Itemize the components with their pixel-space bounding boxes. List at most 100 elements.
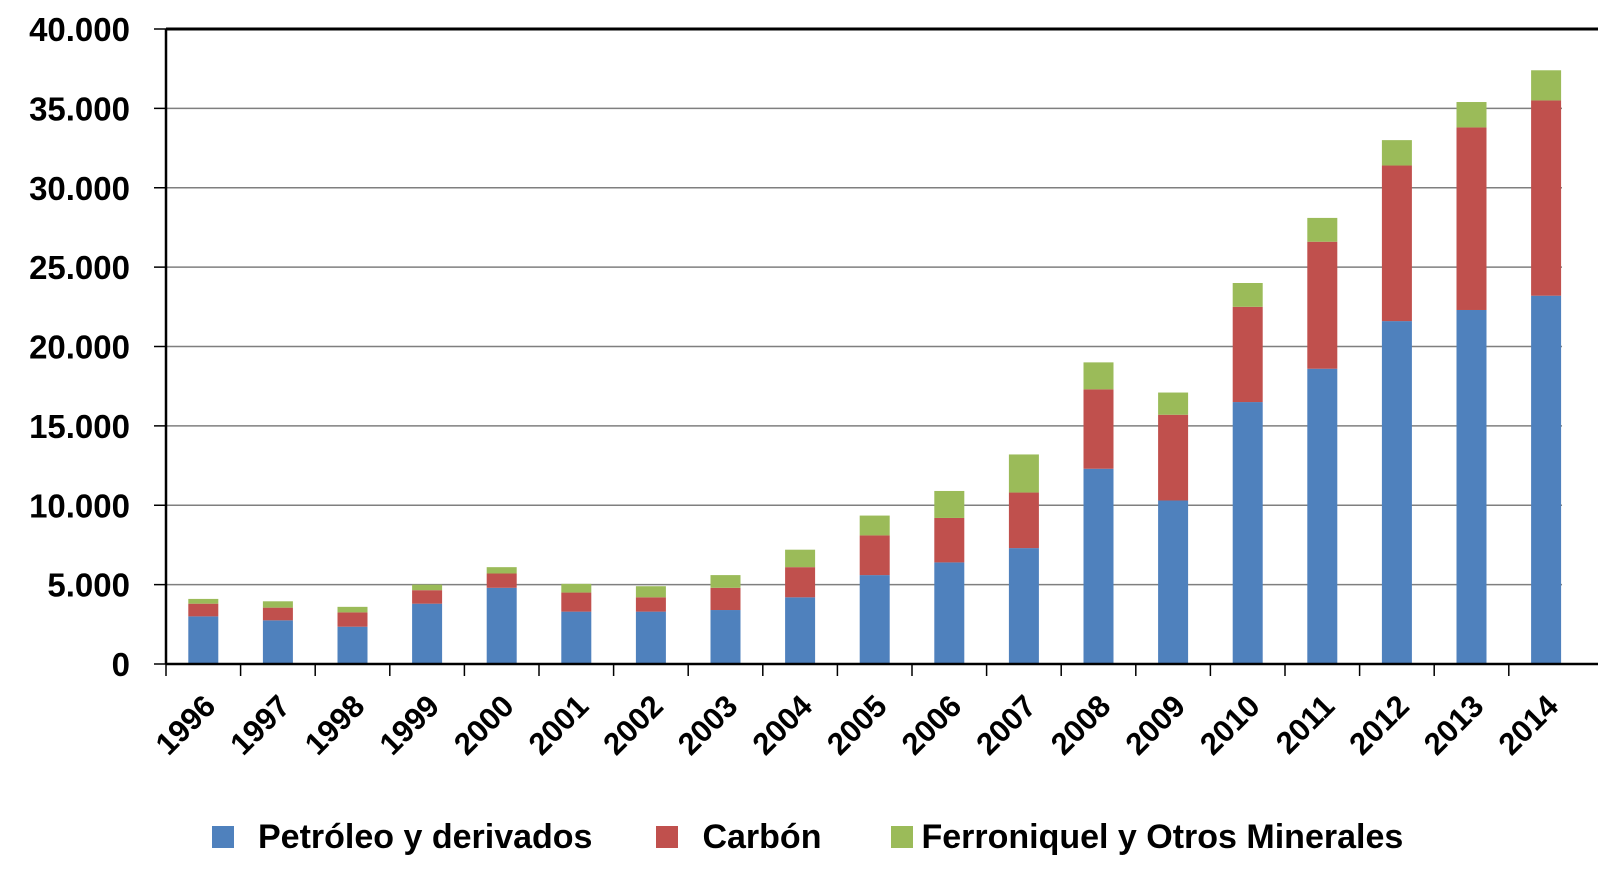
bar-2012-series-2 [1381,140,1412,166]
x-tick-label: 2007 [969,688,1043,762]
bar-2007-series-0 [1008,548,1039,664]
bar-1996-series-1 [188,603,219,617]
bar-2004-series-2 [785,549,816,568]
x-tick-label: 2006 [895,688,969,762]
y-tick-label: 40.000 [29,11,130,48]
x-tick-label: 2004 [746,688,820,762]
bar-1998-series-1 [337,612,368,627]
y-tick-label: 30.000 [29,170,130,207]
legend-label-ferroniquel: Ferroniquel y Otros Minerales [921,817,1404,856]
bar-1998-series-0 [337,626,368,664]
legend-item-ferroniquel: Ferroniquel y Otros Minerales [891,818,1403,857]
bar-2006-series-0 [934,562,965,664]
y-tick-label: 5.000 [47,567,130,604]
bar-2002-series-1 [635,597,666,612]
bar-2005-series-0 [859,575,890,664]
bar-2009-series-2 [1158,392,1189,415]
y-tick-label: 20.000 [29,329,130,366]
bars [188,70,1562,664]
x-tick-label: 2000 [447,688,521,762]
legend: Petróleo y derivados Carbón Ferroniquel … [0,813,1598,861]
y-tick-label: 10.000 [29,487,130,524]
bar-2008-series-0 [1083,468,1114,664]
y-tick-label: 0 [112,646,130,683]
legend-label-carbon: Carbón [702,817,822,856]
bar-2000-series-0 [486,587,517,664]
bar-1996-series-0 [188,616,219,664]
bar-2011-series-1 [1307,241,1338,369]
x-tick-label: 2002 [596,688,670,762]
bar-2006-series-1 [934,517,965,563]
bar-2010-series-2 [1232,283,1263,307]
x-tick-label: 2013 [1417,688,1491,762]
bar-2000-series-2 [486,567,517,574]
bar-2005-series-2 [859,515,890,536]
x-tick-label: 2001 [522,688,596,762]
bar-2010-series-0 [1232,402,1263,664]
bar-2002-series-0 [635,611,666,664]
x-tick-label: 1997 [223,688,297,762]
bar-1997-series-1 [262,607,293,621]
x-tick-label: 2010 [1193,688,1267,762]
bar-2008-series-1 [1083,389,1114,469]
x-tick-label: 2012 [1342,688,1416,762]
bar-2008-series-2 [1083,362,1114,390]
y-tick-labels: 0 5.000 10.000 15.000 20.000 25.000 30.000 35.0… [29,11,130,683]
x-tick-labels: 1996 1997 1998 1999 2000 2001 2002 2003 2004 2005… [149,688,1566,762]
bar-2013-series-1 [1456,127,1487,310]
bar-1996-series-2 [188,598,219,604]
bar-2011-series-2 [1307,217,1338,242]
bar-2002-series-2 [635,586,666,598]
x-tick-label: 2014 [1492,688,1566,762]
bar-2009-series-1 [1158,414,1189,501]
bar-2010-series-1 [1232,306,1263,403]
bar-2004-series-1 [785,567,816,598]
x-tick-label: 1996 [149,688,223,762]
bar-2003-series-1 [710,587,741,611]
bar-2012-series-1 [1381,165,1412,322]
bar-2011-series-0 [1307,368,1338,664]
legend-item-petroleo: Petróleo y derivados [212,818,592,857]
bar-2001-series-2 [561,583,592,593]
axes [154,27,1598,676]
x-tick-label: 2003 [671,688,745,762]
bar-2000-series-1 [486,573,517,588]
bar-2007-series-1 [1008,492,1039,549]
x-tick-label: 1999 [373,688,447,762]
legend-item-carbon: Carbón [656,818,821,857]
bar-2005-series-1 [859,535,890,576]
x-tick-label: 2005 [820,688,894,762]
gridlines [166,28,1562,586]
x-tick-label: 1998 [298,688,372,762]
bar-2013-series-0 [1456,309,1487,664]
bar-2012-series-0 [1381,321,1412,664]
y-tick-label: 35.000 [29,90,130,127]
y-tick-label: 25.000 [29,249,130,286]
bar-1997-series-0 [262,620,293,664]
x-tick-label: 2008 [1044,688,1118,762]
legend-swatch-petroleo [212,826,234,848]
bar-2014-series-1 [1531,100,1562,296]
bar-2009-series-0 [1158,500,1189,664]
legend-label-petroleo: Petróleo y derivados [258,817,593,856]
y-tick-label: 15.000 [29,408,130,445]
bar-2001-series-0 [561,611,592,664]
bar-1998-series-2 [337,606,368,613]
bar-1999-series-1 [412,590,443,604]
bar-2003-series-2 [710,575,741,588]
bar-2004-series-0 [785,597,816,664]
bar-2014-series-2 [1531,70,1562,101]
bar-1999-series-2 [412,584,443,591]
legend-swatch-carbon [656,826,679,848]
bar-2003-series-0 [710,610,741,664]
bar-2014-series-0 [1531,295,1562,664]
bar-2001-series-1 [561,592,592,612]
x-tick-label: 2011 [1269,688,1341,760]
bar-1999-series-0 [412,603,443,664]
bar-2013-series-2 [1456,102,1487,128]
bar-2006-series-2 [934,490,965,518]
bar-1997-series-2 [262,601,293,608]
legend-swatch-ferroniquel [891,826,914,848]
x-tick-label: 2009 [1119,688,1193,762]
